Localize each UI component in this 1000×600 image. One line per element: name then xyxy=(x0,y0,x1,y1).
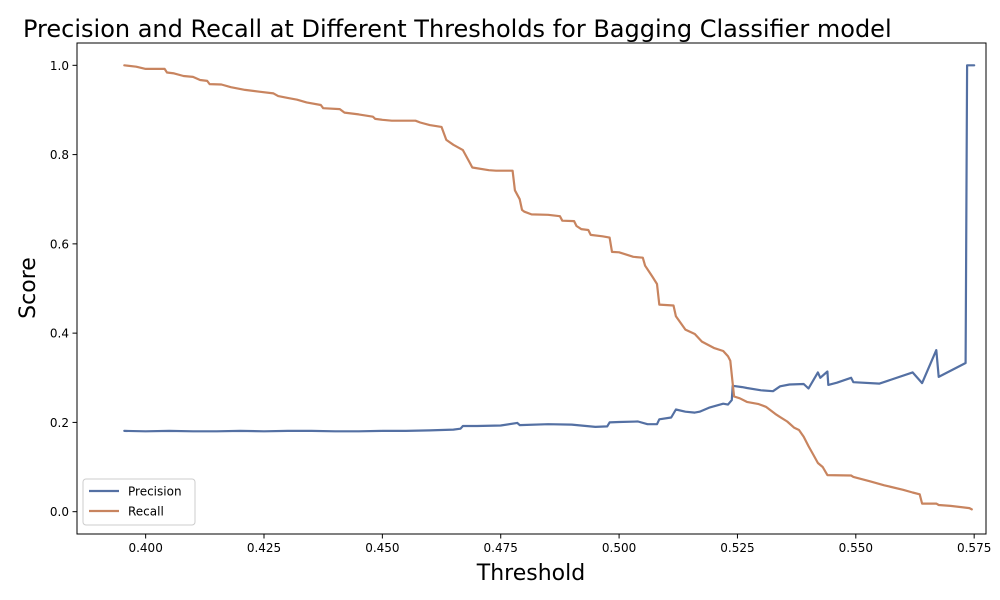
x-tick-label: 0.425 xyxy=(247,541,281,555)
y-tick-label: 0.0 xyxy=(50,505,69,519)
x-axis-label: Threshold xyxy=(476,561,585,586)
x-tick-label: 0.550 xyxy=(839,541,873,555)
x-tick-label: 0.575 xyxy=(957,541,991,555)
plot-area: 0.400 0.425 0.450 0.475 0.500 0.525 0.550 0.575… xyxy=(50,42,991,555)
y-tick-label: 0.6 xyxy=(50,237,69,251)
y-tick-label: 1.0 xyxy=(50,59,69,73)
legend: Precision Recall xyxy=(82,478,196,526)
series-line-recall xyxy=(123,64,973,511)
x-tick-label: 0.450 xyxy=(365,541,399,555)
axes-frame xyxy=(76,42,987,535)
legend-label-precision: Precision xyxy=(128,485,182,499)
x-tick-label: 0.400 xyxy=(128,541,162,555)
y-axis-label: Score xyxy=(16,257,41,319)
y-tick-label: 0.8 xyxy=(50,148,69,162)
x-tick-label: 0.475 xyxy=(484,541,518,555)
x-tick-label: 0.525 xyxy=(720,541,754,555)
series-line-precision xyxy=(123,64,976,433)
x-tick-label: 0.500 xyxy=(602,541,636,555)
chart-title: Precision and Recall at Different Thresh… xyxy=(23,15,892,43)
legend-label-recall: Recall xyxy=(128,505,164,519)
y-tick-label: 0.4 xyxy=(50,327,69,341)
y-tick-label: 0.2 xyxy=(50,416,69,430)
